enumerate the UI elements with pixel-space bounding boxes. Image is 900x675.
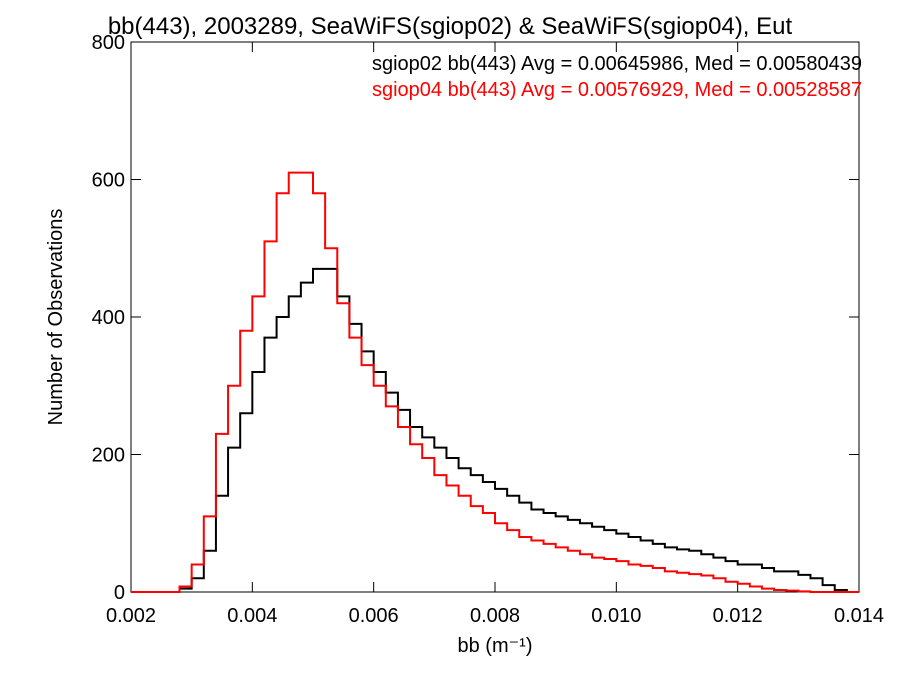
x-tick-label: 0.014 (834, 605, 884, 627)
chart-title: bb(443), 2003289, SeaWiFS(sgiop02) & Sea… (108, 13, 793, 40)
y-tick-label: 400 (92, 307, 125, 329)
x-axis-label: bb (m⁻¹) (458, 635, 533, 657)
series-line-sgiop04 (131, 171, 859, 593)
y-tick-label: 200 (92, 445, 125, 467)
series-line-sgiop02 (131, 267, 859, 593)
x-tick-label: 0.008 (470, 605, 520, 627)
plot-frame (130, 41, 860, 593)
x-tick-label: 0.012 (713, 605, 763, 627)
legend-annotation-sgiop04: sgiop04 bb(443) Avg = 0.00576929, Med = … (372, 79, 862, 101)
y-tick-label: 600 (92, 170, 125, 192)
legend-annotation-sgiop02: sgiop02 bb(443) Avg = 0.00645986, Med = … (372, 53, 862, 75)
y-tick-label: 0 (114, 582, 125, 604)
y-tick-label: 800 (92, 32, 125, 54)
x-tick-label: 0.002 (106, 605, 156, 627)
series-layer (131, 171, 859, 593)
y-axis-label: Number of Observations (45, 209, 67, 426)
x-axis: 0.002 0.004 0.006 0.008 0.010 0.012 0.014 (106, 42, 884, 627)
x-tick-label: 0.004 (227, 605, 277, 627)
y-axis: 0 200 400 600 800 (92, 32, 859, 604)
x-tick-label: 0.006 (349, 605, 399, 627)
x-tick-label: 0.010 (591, 605, 641, 627)
